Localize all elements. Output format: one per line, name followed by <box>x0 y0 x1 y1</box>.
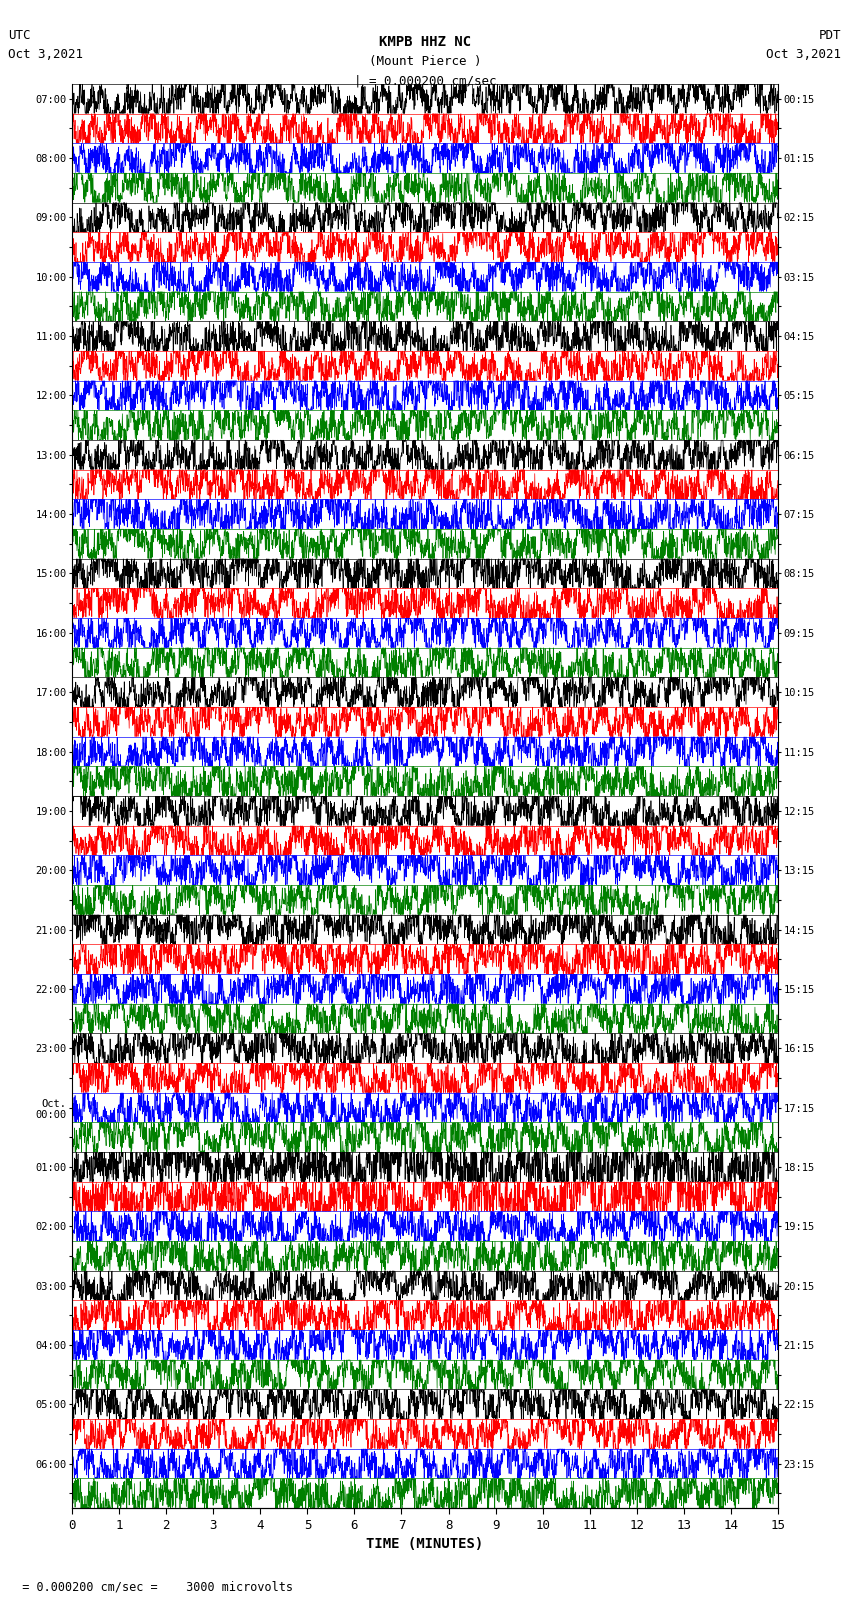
Text: PDT: PDT <box>819 29 842 42</box>
X-axis label: TIME (MINUTES): TIME (MINUTES) <box>366 1537 484 1552</box>
Text: = 0.000200 cm/sec =    3000 microvolts: = 0.000200 cm/sec = 3000 microvolts <box>8 1581 293 1594</box>
Text: Oct 3,2021: Oct 3,2021 <box>8 48 83 61</box>
Text: UTC: UTC <box>8 29 31 42</box>
Text: Oct 3,2021: Oct 3,2021 <box>767 48 842 61</box>
Text: | = 0.000200 cm/sec: | = 0.000200 cm/sec <box>354 74 496 87</box>
Text: KMPB HHZ NC: KMPB HHZ NC <box>379 35 471 50</box>
Text: (Mount Pierce ): (Mount Pierce ) <box>369 55 481 68</box>
